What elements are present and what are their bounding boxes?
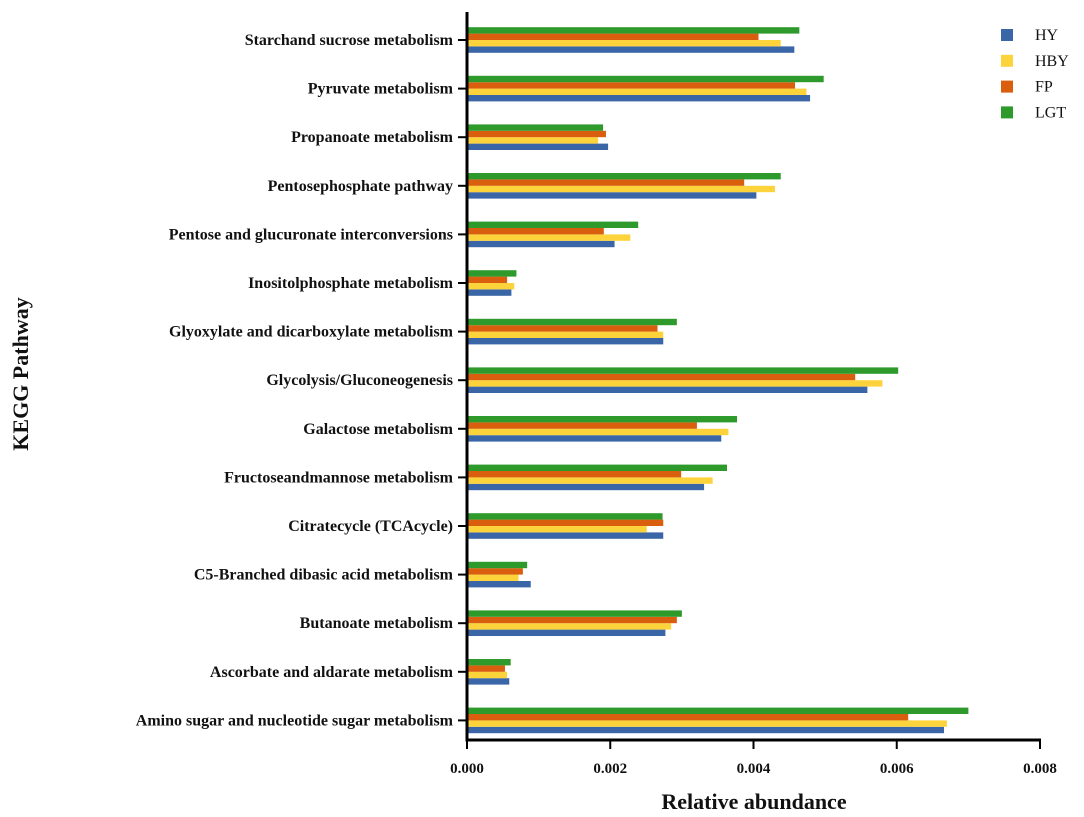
bar-hby-4 (467, 234, 631, 241)
category-label: Glyoxylate and dicarboxylate metabolism (169, 324, 454, 341)
category-labels: Starchand sucrose metabolism Pyruvate met… (136, 32, 467, 729)
x-axis-ticks: 0.000 0.002 0.004 0.006 0.008 (450, 740, 1057, 777)
category-label: Amino sugar and nucleotide sugar metabol… (136, 712, 454, 729)
legend: HY HBY FP LGT (1001, 27, 1069, 121)
bar-hy-14 (467, 726, 945, 734)
bar-lgt-3 (467, 173, 781, 180)
bar-lgt-9 (467, 464, 727, 471)
category-label: Glycolysis/Gluconeogenesis (266, 372, 453, 389)
bar-hby-8 (467, 428, 729, 436)
bar-hby-14 (467, 720, 947, 727)
bar-hby-2 (467, 137, 599, 144)
category-label: Pyruvate metabolism (308, 81, 454, 98)
category-label: C5-Branched dibasic acid metabolism (194, 567, 454, 584)
bar-lgt-2 (467, 124, 604, 131)
bar-hby-13 (467, 671, 508, 679)
bar-fp-12 (467, 616, 677, 624)
category-label: Pentosephosphate pathway (268, 178, 453, 195)
bar-lgt-12 (467, 610, 682, 617)
bar-lgt-11 (467, 561, 528, 569)
bar-hby-12 (467, 623, 672, 630)
legend-swatch-hy (1001, 29, 1013, 41)
bar-fp-9 (467, 471, 682, 478)
bar-fp-1 (467, 82, 796, 89)
bar-lgt-0 (467, 27, 800, 34)
x-tick-label: 0.006 (880, 761, 914, 777)
bar-hby-1 (467, 88, 807, 95)
bar-hy-10 (467, 532, 664, 539)
category-label: Fructoseandmannose metabolism (224, 469, 454, 486)
bar-hy-1 (467, 95, 811, 102)
bar-hy-7 (467, 386, 868, 393)
bar-fp-6 (467, 325, 658, 332)
bar-fp-2 (467, 130, 606, 138)
bar-hy-12 (467, 629, 666, 636)
category-label: Citratecycle (TCAcycle) (288, 518, 453, 535)
legend-swatch-fp (1001, 80, 1013, 93)
axes (465, 12, 1041, 742)
bar-hby-0 (467, 40, 781, 47)
y-axis-title: KEGG Pathway (8, 297, 33, 450)
bar-lgt-1 (467, 75, 824, 83)
bar-lgt-14 (467, 707, 969, 714)
legend-label-lgt: LGT (1035, 104, 1066, 121)
bar-fp-13 (467, 665, 505, 672)
legend-label-hby: HBY (1035, 53, 1069, 70)
bar-hy-6 (467, 338, 664, 345)
x-tick-label: 0.008 (1023, 761, 1057, 777)
category-label: Ascorbate and aldarate metabolism (210, 664, 454, 681)
bar-lgt-4 (467, 221, 639, 228)
x-tick-label: 0.000 (450, 761, 484, 777)
legend-swatch-lgt (1001, 106, 1013, 119)
x-tick-label: 0.002 (593, 761, 627, 777)
bar-lgt-7 (467, 367, 899, 374)
bar-hby-11 (467, 574, 519, 581)
bar-fp-5 (467, 276, 508, 283)
bar-hy-2 (467, 143, 609, 150)
bar-fp-14 (467, 714, 909, 721)
category-label: Starchand sucrose metabolism (245, 32, 454, 49)
bar-lgt-6 (467, 318, 677, 326)
x-axis-title: Relative abundance (661, 789, 846, 814)
category-label: Galactose metabolism (303, 421, 453, 438)
category-label: Pentose and glucuronate interconversions (169, 226, 453, 243)
bar-lgt-10 (467, 513, 663, 520)
bar-fp-11 (467, 568, 523, 575)
bar-hy-11 (467, 581, 531, 588)
bar-fp-0 (467, 33, 759, 40)
bar-lgt-8 (467, 416, 738, 423)
legend-label-hy: HY (1035, 27, 1059, 44)
bar-hy-5 (467, 289, 512, 296)
bar-fp-10 (467, 519, 664, 526)
bar-lgt-13 (467, 659, 511, 666)
bars-layer (467, 27, 969, 734)
bar-hby-5 (467, 283, 515, 290)
bar-hy-4 (467, 240, 615, 248)
bar-hby-3 (467, 185, 775, 193)
legend-label-fp: FP (1035, 79, 1053, 96)
bar-hy-0 (467, 46, 795, 53)
category-label: Butanoate metabolism (300, 615, 454, 632)
bar-hy-13 (467, 678, 510, 685)
bar-hby-7 (467, 380, 883, 387)
bar-hy-9 (467, 483, 705, 491)
legend-swatch-hby (1001, 54, 1013, 67)
bar-fp-7 (467, 373, 856, 381)
category-label: Inositolphosphate metabolism (248, 275, 454, 292)
bar-fp-4 (467, 228, 604, 235)
bar-hby-6 (467, 331, 664, 338)
bar-hy-8 (467, 435, 722, 442)
bar-hby-9 (467, 477, 713, 484)
bar-fp-8 (467, 422, 697, 429)
category-label: Propanoate metabolism (291, 129, 454, 146)
bar-fp-3 (467, 179, 745, 186)
bar-lgt-5 (467, 270, 517, 277)
bar-hy-3 (467, 192, 757, 199)
x-tick-label: 0.004 (737, 761, 771, 777)
bar-hby-10 (467, 526, 647, 533)
